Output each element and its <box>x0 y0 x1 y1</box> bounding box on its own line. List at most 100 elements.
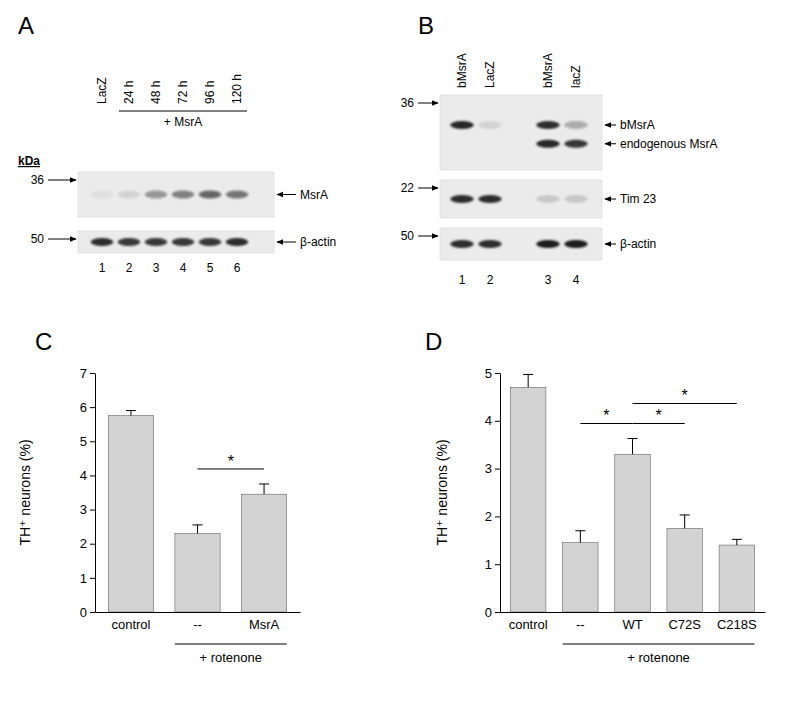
bar <box>175 533 220 612</box>
significance-label: * <box>682 387 688 404</box>
error-bar <box>684 515 685 528</box>
blot-band <box>172 191 195 199</box>
y-tick: 3 <box>80 502 95 517</box>
blot-strip <box>440 95 602 170</box>
x-tick-label: WT <box>622 617 642 632</box>
marker-arrow <box>48 239 76 240</box>
y-tick-label: 2 <box>485 509 492 524</box>
marker-arrow <box>48 180 76 181</box>
lane-label: bMsrA <box>541 53 555 88</box>
bar <box>108 416 153 612</box>
error-bar <box>632 438 633 454</box>
blot-strip <box>78 231 274 253</box>
band-label: MsrA <box>300 188 328 202</box>
y-tick-label: 3 <box>80 502 87 517</box>
significance-label: * <box>603 407 609 424</box>
lane-number: 4 <box>573 273 580 287</box>
panel-label: B <box>418 12 434 39</box>
blot-band <box>564 121 588 129</box>
x-tick-label: -- <box>576 617 585 632</box>
bar <box>615 454 650 612</box>
x-axis: control--WTC72SC218S <box>501 612 766 632</box>
y-tick-label: 2 <box>80 536 87 551</box>
panel-label: A <box>18 12 34 39</box>
marker-arrow <box>418 188 438 189</box>
x-tick-label: control <box>509 617 548 632</box>
y-tick-mark <box>495 421 500 422</box>
error-bar <box>130 411 131 416</box>
error-bar <box>197 525 198 534</box>
plot-area <box>510 374 754 612</box>
chart-panel: D012345control--WTC72SC218STH⁺ neurons (… <box>425 328 766 665</box>
y-axis-title: TH⁺ neurons (%) <box>17 439 33 545</box>
y-tick-mark <box>90 612 95 613</box>
blot-band <box>450 195 474 203</box>
y-tick-mark <box>495 373 500 374</box>
x-tick-label: -- <box>193 617 202 632</box>
blot-band <box>564 195 588 203</box>
error-cap <box>523 374 533 375</box>
band-label: endogenous MsrA <box>620 137 717 151</box>
x-tick: MsrA <box>249 612 280 632</box>
blot-band <box>536 195 560 203</box>
y-tick: 5 <box>485 366 500 381</box>
significance-label: * <box>228 453 234 470</box>
blot-panel: BbMsrALacZbMsrAlacZ123436bMsrAendogenous… <box>401 12 718 287</box>
marker-size: 50 <box>401 229 415 243</box>
lane-label: 48 h <box>149 81 163 104</box>
lane-number: 2 <box>126 261 133 275</box>
blot-band <box>145 191 168 199</box>
y-tick: 3 <box>485 461 500 476</box>
blot-strip <box>440 180 602 218</box>
y-tick-mark <box>495 564 500 565</box>
lane-number: 4 <box>180 261 187 275</box>
error-bar <box>264 484 265 494</box>
x-tick: C72S <box>668 612 701 632</box>
y-tick-mark <box>90 407 95 408</box>
x-tick: control <box>509 612 548 632</box>
band-label: β-actin <box>620 237 656 251</box>
x-axis-line <box>501 612 766 613</box>
panel-label: D <box>425 328 442 355</box>
blot-band <box>536 240 560 248</box>
y-tick-label: 3 <box>485 461 492 476</box>
y-axis: 01234567 <box>80 366 96 620</box>
lane-label: bMsrA <box>455 53 469 88</box>
lane-label: LacZ <box>95 77 109 104</box>
band-label: β-actin <box>300 235 336 249</box>
y-tick: 7 <box>80 366 95 381</box>
blot-band <box>91 191 114 199</box>
y-tick: 1 <box>80 571 95 586</box>
lane-number: 3 <box>545 273 552 287</box>
x-tick: -- <box>576 612 585 632</box>
plot-area <box>108 411 286 612</box>
y-tick-label: 5 <box>80 434 87 449</box>
lane-label: LacZ <box>483 61 497 88</box>
blot-band <box>478 195 502 203</box>
error-cap <box>126 410 136 411</box>
group-label: + rotenone <box>200 650 263 665</box>
band-arrow <box>605 244 616 245</box>
lane-number: 1 <box>459 273 466 287</box>
x-axis-line <box>96 612 301 613</box>
error-bar <box>580 531 581 543</box>
band-arrow <box>605 199 616 200</box>
y-tick-mark <box>495 516 500 517</box>
lane-number: 6 <box>234 261 241 275</box>
y-tick-mark <box>90 544 95 545</box>
y-tick-mark <box>90 578 95 579</box>
y-tick-label: 5 <box>485 366 492 381</box>
x-tick: -- <box>193 612 202 632</box>
blot-band <box>564 140 588 148</box>
blot-band <box>199 191 222 199</box>
marker-size: 36 <box>31 173 45 187</box>
group-label: + rotenone <box>627 650 690 665</box>
error-cap <box>259 483 269 484</box>
bar <box>719 545 754 612</box>
marker-size: 36 <box>401 96 415 110</box>
y-tick: 4 <box>80 468 95 483</box>
blot-panel: ALacZ24 h48 h72 h96 h120 h123456+ MsrAkD… <box>18 12 336 275</box>
blot-band <box>478 240 502 248</box>
bar <box>563 543 598 612</box>
y-tick-label: 1 <box>80 571 87 586</box>
